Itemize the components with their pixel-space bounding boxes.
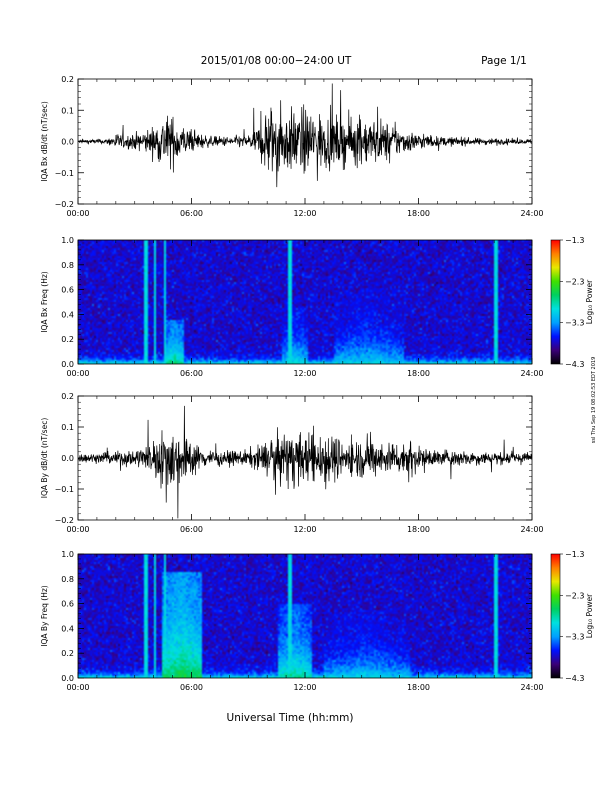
dbdt-trace	[78, 405, 532, 519]
colorbar-tick-label: −3.3	[565, 319, 584, 328]
colorbar-tick-label: −1.3	[565, 550, 584, 559]
dbdt-panel: 00:00 06:00 12:00 18:00 24:00 0.2 0.1 0.0 −0.1 −0…	[40, 75, 544, 218]
spectrogram-image	[78, 554, 532, 678]
colorbar-label: Log₁₀ Power	[585, 279, 594, 324]
colorbar-tick-label: −1.3	[565, 236, 584, 245]
colorbar-tick-label: −4.3	[565, 674, 584, 683]
x-tick-label: 00:00	[66, 209, 89, 218]
y-tick-label: −0.2	[55, 200, 74, 209]
y-tick-label: 1.0	[61, 550, 74, 559]
spectrogram-panel: −1.3 −2.3 −3.3 −4.3 Log₁₀ Power 00:00 06:00 12:…	[40, 550, 594, 692]
y-tick-label: 0.1	[61, 423, 74, 432]
y-tick-label: −0.2	[55, 516, 74, 525]
timestamp-stamp: ssl Thu Sep 19 08:02:53 EDT 2019	[591, 357, 597, 444]
y-tick-label: 0.8	[61, 575, 74, 584]
y-tick-label: 0.6	[61, 600, 74, 609]
y-axis-label: IQA By dB/dt (nT/sec)	[40, 418, 49, 499]
x-tick-label: 06:00	[180, 525, 203, 534]
x-tick-label: 24:00	[520, 369, 543, 378]
x-tick-label: 18:00	[407, 683, 430, 692]
y-axis-label: IQA Bx dB/dt (nT/sec)	[40, 101, 49, 182]
y-tick-label: 0.0	[61, 360, 74, 369]
x-tick-label: 24:00	[520, 683, 543, 692]
y-tick-label: 0.2	[61, 649, 74, 658]
y-tick-label: 0.0	[61, 138, 74, 147]
y-tick-label: 0.6	[61, 286, 74, 295]
x-tick-label: 00:00	[66, 525, 89, 534]
x-tick-label: 12:00	[293, 683, 316, 692]
x-tick-label: 24:00	[520, 525, 543, 534]
x-tick-label: 12:00	[293, 209, 316, 218]
colorbar-tick-label: −2.3	[565, 591, 584, 600]
x-tick-label: 00:00	[66, 683, 89, 692]
page-title: 2015/01/08 00:00−24:00 UT	[201, 55, 352, 67]
y-tick-label: 0.2	[61, 75, 74, 84]
page-number: Page 1/1	[481, 55, 527, 67]
x-tick-label: 24:00	[520, 209, 543, 218]
spectrogram-image	[78, 240, 532, 364]
panels: 00:00 06:00 12:00 18:00 24:00 0.2 0.1 0.0 −0.1 −0…	[40, 75, 594, 692]
y-tick-label: 1.0	[61, 236, 74, 245]
x-tick-label: 06:00	[180, 369, 203, 378]
y-tick-label: −0.1	[55, 169, 74, 178]
dbdt-panel: 00:00 06:00 12:00 18:00 24:00 0.2 0.1 0.0 −0.1 −0…	[40, 392, 544, 534]
colorbar-tick-label: −2.3	[565, 277, 584, 286]
y-tick-label: 0.4	[61, 310, 74, 319]
y-axis-label: IQA Bx Freq (Hz)	[40, 271, 49, 333]
x-tick-label: 06:00	[180, 209, 203, 218]
y-tick-label: 0.0	[61, 454, 74, 463]
x-tick-label: 18:00	[407, 209, 430, 218]
y-tick-label: 0.8	[61, 261, 74, 270]
spectrogram-panel: −1.3 −2.3 −3.3 −4.3 Log₁₀ Power 00:00 06:00 12:…	[40, 236, 594, 378]
y-axis-label: IQA By Freq (Hz)	[40, 585, 49, 647]
colorbar	[550, 553, 561, 679]
y-tick-label: 0.0	[61, 674, 74, 683]
colorbar-label: Log₁₀ Power	[585, 593, 594, 638]
colorbar	[550, 239, 561, 365]
dbdt-trace	[78, 83, 532, 188]
x-tick-label: 12:00	[293, 369, 316, 378]
y-tick-label: 0.2	[61, 335, 74, 344]
colorbar-tick-label: −3.3	[565, 633, 584, 642]
y-tick-label: −0.1	[55, 485, 74, 494]
y-tick-label: 0.1	[61, 106, 74, 115]
x-tick-label: 06:00	[180, 683, 203, 692]
x-tick-label: 18:00	[407, 369, 430, 378]
x-axis-label: Universal Time (hh:mm)	[227, 712, 354, 724]
x-tick-label: 18:00	[407, 525, 430, 534]
colorbar-tick-label: −4.3	[565, 360, 584, 369]
y-tick-label: 0.4	[61, 624, 74, 633]
x-tick-label: 12:00	[293, 525, 316, 534]
y-tick-label: 0.2	[61, 392, 74, 401]
x-tick-label: 00:00	[66, 369, 89, 378]
